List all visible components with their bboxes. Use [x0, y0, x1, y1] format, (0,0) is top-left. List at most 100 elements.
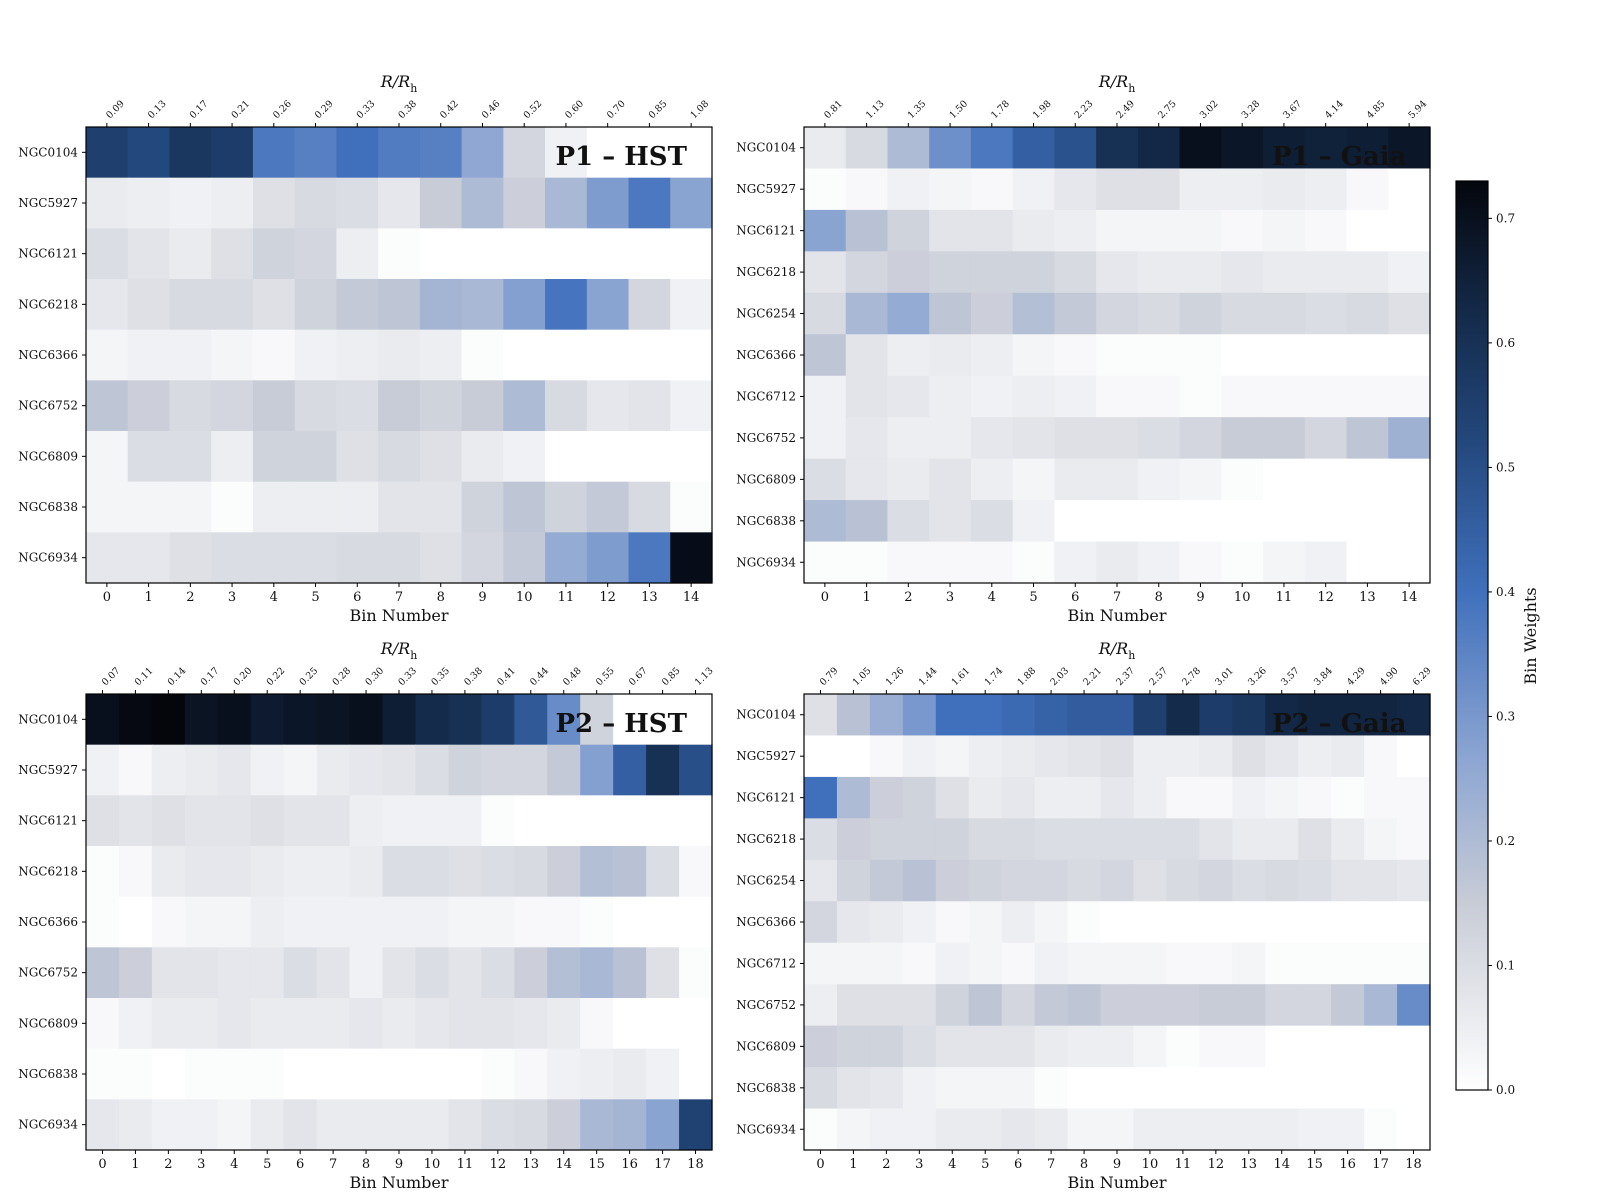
x-tick-label: 5 — [981, 1157, 989, 1172]
heatmap-cell — [481, 846, 515, 898]
heatmap-cell — [1304, 500, 1348, 543]
heatmap-cell — [217, 846, 252, 898]
heatmap-cell — [580, 1048, 614, 1100]
heatmap-cell — [1232, 735, 1266, 778]
heatmap-cell — [1199, 818, 1233, 861]
heatmap-cell — [118, 1099, 153, 1151]
heatmap-cell — [1137, 375, 1181, 418]
heatmap-cell — [1137, 417, 1181, 460]
heatmap-cell — [836, 818, 871, 861]
heatmap-cell — [929, 251, 972, 294]
x-tick-label: 7 — [395, 590, 403, 605]
heatmap-cell — [869, 1067, 904, 1110]
top-tick-label: 0.44 — [528, 665, 551, 688]
heatmap-cell — [252, 431, 296, 483]
top-tick-label: 2.23 — [1073, 98, 1096, 121]
heatmap-cell — [929, 292, 972, 335]
heatmap-cell — [1034, 901, 1069, 944]
heatmap-cell — [902, 984, 937, 1027]
heatmap-cell — [1346, 334, 1389, 377]
heatmap-cell — [1221, 375, 1264, 418]
top-tick-label: 0.25 — [298, 665, 321, 688]
heatmap-cell — [1100, 818, 1135, 861]
heatmap-cell — [1304, 292, 1348, 335]
heatmap-cell — [586, 228, 630, 280]
heatmap-cell — [169, 481, 212, 533]
row-label: NGC0104 — [736, 141, 796, 155]
heatmap-cell — [382, 694, 417, 746]
x-tick-label: 1 — [131, 1157, 139, 1172]
x-tick-label: 6 — [353, 590, 361, 605]
heatmap-cell — [1388, 168, 1431, 211]
heatmap-cell — [545, 279, 588, 331]
top-tick-label: 0.60 — [563, 98, 586, 121]
heatmap-cell — [646, 896, 680, 948]
top-tick-label: 0.85 — [660, 665, 683, 688]
heatmap-cell — [211, 127, 254, 179]
heatmap-cell — [316, 896, 351, 948]
heatmap-cell — [1137, 168, 1181, 211]
heatmap-cell — [283, 1099, 318, 1151]
heatmap-cell — [1012, 417, 1055, 460]
heatmap-cell — [378, 177, 421, 229]
heatmap-cell — [1232, 1108, 1266, 1151]
heatmap-cell — [845, 458, 889, 501]
row-label: NGC6121 — [18, 814, 78, 828]
heatmap-cell — [1100, 984, 1135, 1027]
heatmap-cell — [419, 177, 463, 229]
heatmap-cell — [628, 380, 671, 432]
top-tick-label: 1.61 — [950, 665, 973, 688]
heatmap-cell — [580, 795, 614, 847]
heatmap-cell — [545, 532, 588, 584]
heatmap-cell — [1263, 458, 1306, 501]
heatmap-cell — [448, 846, 482, 898]
top-tick-label: 3.26 — [1246, 665, 1269, 688]
heatmap-cell — [86, 846, 120, 898]
top-tick-label: 4.29 — [1345, 665, 1368, 688]
heatmap-cell — [503, 431, 546, 483]
top-tick-label: 6.29 — [1411, 665, 1434, 688]
heatmap-cell — [545, 380, 588, 432]
heatmap-cell — [86, 998, 120, 1050]
top-axis-label-main: R/R — [1098, 72, 1128, 91]
top-tick-label: 1.44 — [917, 665, 940, 688]
heatmap-cell — [336, 228, 379, 280]
x-tick-label: 3 — [197, 1157, 205, 1172]
heatmap-cell — [1298, 818, 1332, 861]
heatmap-cell — [336, 532, 379, 584]
heatmap-cell — [336, 177, 379, 229]
heatmap-cell — [151, 744, 186, 796]
heatmap-cell — [252, 380, 296, 432]
x-tick-label: 12 — [1317, 590, 1334, 605]
heatmap-cell — [378, 127, 421, 179]
heatmap-cell — [1304, 168, 1348, 211]
heatmap-cell — [1034, 1025, 1069, 1068]
heatmap-cell — [935, 859, 970, 902]
row-label: NGC6121 — [736, 224, 796, 238]
heatmap-cell — [1137, 334, 1181, 377]
heatmap-cell — [1331, 694, 1365, 737]
heatmap-cell — [804, 168, 847, 211]
heatmap-cell — [294, 279, 337, 331]
heatmap-cell — [869, 984, 904, 1027]
x-tick-label: 11 — [1276, 590, 1293, 605]
heatmap-cell — [1133, 735, 1168, 778]
heatmap-cell — [1067, 859, 1102, 902]
heatmap-cell — [547, 896, 581, 948]
heatmap-cell — [1221, 209, 1264, 252]
row-label: NGC6934 — [18, 551, 78, 565]
top-tick-label: 2.49 — [1114, 98, 1137, 121]
top-tick-label: 0.41 — [495, 665, 518, 688]
x-tick-label: 10 — [424, 1157, 441, 1172]
heatmap-cell — [127, 431, 171, 483]
heatmap-cell — [1388, 251, 1431, 294]
heatmap-cell — [1298, 694, 1332, 737]
x-tick-label: 1 — [144, 590, 152, 605]
heatmap-cell — [935, 735, 970, 778]
heatmap-cell — [1298, 901, 1332, 944]
x-tick-label: 3 — [915, 1157, 923, 1172]
x-tick-label: 5 — [1029, 590, 1037, 605]
heatmap-cell — [283, 896, 318, 948]
heatmap-cell — [127, 177, 171, 229]
heatmap-cell — [1166, 859, 1200, 902]
